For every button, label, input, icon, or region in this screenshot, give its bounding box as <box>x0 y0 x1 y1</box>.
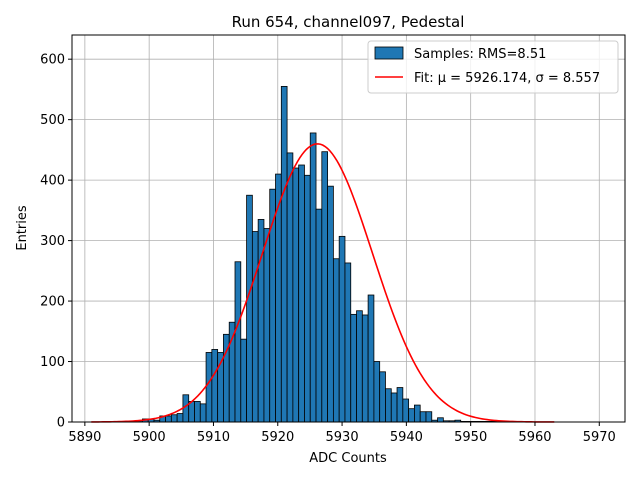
legend-label-samples: Samples: RMS=8.51 <box>414 47 546 62</box>
histogram-bar <box>396 387 404 423</box>
y-tick-label: 0 <box>57 416 65 431</box>
histogram-bar <box>408 408 415 423</box>
histogram-bar <box>315 208 323 423</box>
histogram-bar <box>385 388 392 423</box>
histogram-bar <box>309 132 317 423</box>
histogram-bar <box>280 85 288 423</box>
histogram-bar <box>205 352 213 423</box>
y-axis-label: Entries <box>15 205 30 251</box>
histogram-bar <box>350 313 357 423</box>
histogram-bar <box>286 152 294 423</box>
histogram-bar <box>356 310 363 423</box>
legend-swatch-samples <box>374 46 404 60</box>
histogram-bar <box>332 258 340 423</box>
y-axis-ticks: 0 100 200 300 400 500 600 <box>40 53 72 431</box>
x-tick-label: 5930 <box>326 430 359 445</box>
histogram-bar <box>251 231 259 423</box>
histogram-bar <box>367 294 375 423</box>
histogram-bar <box>373 361 381 423</box>
histogram-bar <box>211 349 219 423</box>
histogram-bar <box>165 415 172 423</box>
histogram-bar <box>188 401 195 423</box>
x-tick-label: 5890 <box>68 430 101 445</box>
histogram-bars <box>124 85 502 423</box>
x-axis-label: ADC Counts <box>309 451 387 466</box>
y-tick-label: 300 <box>40 234 65 249</box>
histogram-bar <box>327 185 334 423</box>
y-tick-label: 200 <box>40 295 65 310</box>
histogram-bar <box>338 235 346 423</box>
y-tick-label: 100 <box>40 355 65 370</box>
legend: Samples: RMS=8.51 Fit: μ = 5926.174, σ =… <box>367 40 619 94</box>
histogram-bar <box>402 398 410 423</box>
x-tick-label: 5950 <box>454 430 487 445</box>
legend-label-fit: Fit: μ = 5926.174, σ = 8.557 <box>414 71 600 86</box>
histogram-bar <box>263 228 271 423</box>
legend-box <box>367 40 619 94</box>
histogram-bar <box>246 194 253 423</box>
histogram-bar <box>419 411 427 423</box>
y-tick-label: 400 <box>40 174 65 189</box>
x-tick-label: 5970 <box>583 430 616 445</box>
y-tick-label: 600 <box>40 53 65 68</box>
y-tick-label: 500 <box>40 113 65 128</box>
histogram-bar <box>361 314 369 423</box>
histogram-bar <box>344 262 352 423</box>
x-tick-label: 5910 <box>197 430 230 445</box>
gaussian-fit-curve <box>91 143 555 423</box>
histogram-bar <box>390 392 398 423</box>
x-axis-ticks: 5890 5900 5910 5920 5930 5940 5950 5960 5970 <box>68 422 616 445</box>
chart-title: Run 654, channel097, Pedestal <box>232 13 465 31</box>
histogram-bar <box>199 403 207 423</box>
x-tick-label: 5900 <box>133 430 166 445</box>
x-tick-label: 5920 <box>261 430 294 445</box>
histogram-bar <box>437 417 444 423</box>
x-tick-label: 5960 <box>518 430 551 445</box>
histogram-bar <box>234 261 242 423</box>
histogram-bar <box>176 413 184 423</box>
histogram-bar <box>379 371 386 423</box>
histogram-bar <box>321 151 329 423</box>
histogram-bar <box>292 167 300 423</box>
histogram-bar <box>194 401 201 423</box>
plot-frame <box>71 34 626 423</box>
histogram-bar <box>414 404 421 423</box>
histogram-bar <box>170 414 178 423</box>
x-tick-label: 5940 <box>390 430 423 445</box>
histogram-bar <box>240 338 247 423</box>
histogram-bar <box>425 411 433 423</box>
histogram-bar <box>298 164 305 423</box>
histogram-bar <box>304 174 311 423</box>
